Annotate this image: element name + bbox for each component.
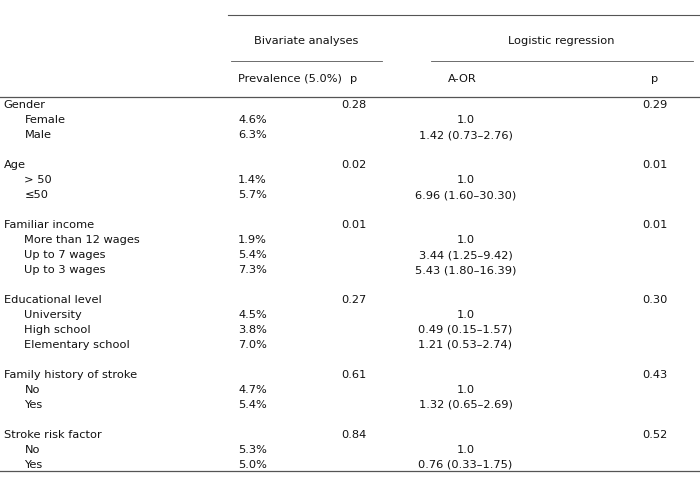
Text: 0.01: 0.01 [341,220,366,230]
Text: 0.84: 0.84 [341,430,366,440]
Text: Up to 3 wages: Up to 3 wages [25,265,106,275]
Text: p: p [350,74,357,84]
Text: 0.61: 0.61 [341,370,366,380]
Text: More than 12 wages: More than 12 wages [25,235,140,245]
Text: Yes: Yes [25,400,43,410]
Text: 7.3%: 7.3% [238,265,267,275]
Text: 1.42 (0.73–2.76): 1.42 (0.73–2.76) [419,130,512,140]
Text: 5.7%: 5.7% [238,190,267,200]
Text: 6.96 (1.60–30.30): 6.96 (1.60–30.30) [415,190,516,200]
Text: 0.52: 0.52 [642,430,667,440]
Text: 0.43: 0.43 [642,370,667,380]
Text: 3.44 (1.25–9.42): 3.44 (1.25–9.42) [419,250,512,260]
Text: 0.01: 0.01 [642,160,667,170]
Text: 0.01: 0.01 [642,220,667,230]
Text: Up to 7 wages: Up to 7 wages [25,250,106,260]
Text: Stroke risk factor: Stroke risk factor [4,430,101,440]
Text: Age: Age [4,160,25,170]
Text: 0.28: 0.28 [341,101,366,110]
Text: High school: High school [25,325,91,335]
Text: Logistic regression: Logistic regression [508,36,615,46]
Text: Female: Female [25,115,66,125]
Text: Familiar income: Familiar income [4,220,94,230]
Text: 1.0: 1.0 [456,310,475,320]
Text: Family history of stroke: Family history of stroke [4,370,136,380]
Text: Bivariate analyses: Bivariate analyses [254,36,358,46]
Text: Prevalence (5.0%): Prevalence (5.0%) [238,74,342,84]
Text: 1.9%: 1.9% [238,235,267,245]
Text: 4.7%: 4.7% [238,385,267,395]
Text: 5.4%: 5.4% [238,400,267,410]
Text: Gender: Gender [4,101,46,110]
Text: 1.21 (0.53–2.74): 1.21 (0.53–2.74) [419,340,512,350]
Text: 0.76 (0.33–1.75): 0.76 (0.33–1.75) [419,460,512,469]
Text: 3.8%: 3.8% [238,325,267,335]
Text: 0.27: 0.27 [341,295,366,305]
Text: No: No [25,385,40,395]
Text: Elementary school: Elementary school [25,340,130,350]
Text: 0.49 (0.15–1.57): 0.49 (0.15–1.57) [419,325,512,335]
Text: 0.30: 0.30 [642,295,667,305]
Text: A-OR: A-OR [447,74,477,84]
Text: 1.0: 1.0 [456,235,475,245]
Text: 1.32 (0.65–2.69): 1.32 (0.65–2.69) [419,400,512,410]
Text: 5.43 (1.80–16.39): 5.43 (1.80–16.39) [415,265,516,275]
Text: 4.6%: 4.6% [238,115,267,125]
Text: > 50: > 50 [25,175,52,185]
Text: 5.0%: 5.0% [238,460,267,469]
Text: 4.5%: 4.5% [238,310,267,320]
Text: 7.0%: 7.0% [238,340,267,350]
Text: No: No [25,445,40,455]
Text: Male: Male [25,130,52,140]
Text: ≤50: ≤50 [25,190,48,200]
Text: Yes: Yes [25,460,43,469]
Text: 0.02: 0.02 [341,160,366,170]
Text: 5.3%: 5.3% [238,445,267,455]
Text: 1.0: 1.0 [456,175,475,185]
Text: 5.4%: 5.4% [238,250,267,260]
Text: 0.29: 0.29 [642,101,667,110]
Text: Educational level: Educational level [4,295,101,305]
Text: 1.0: 1.0 [456,445,475,455]
Text: 1.0: 1.0 [456,385,475,395]
Text: 1.0: 1.0 [456,115,475,125]
Text: 1.4%: 1.4% [238,175,267,185]
Text: p: p [651,74,658,84]
Text: 6.3%: 6.3% [238,130,267,140]
Text: University: University [25,310,83,320]
